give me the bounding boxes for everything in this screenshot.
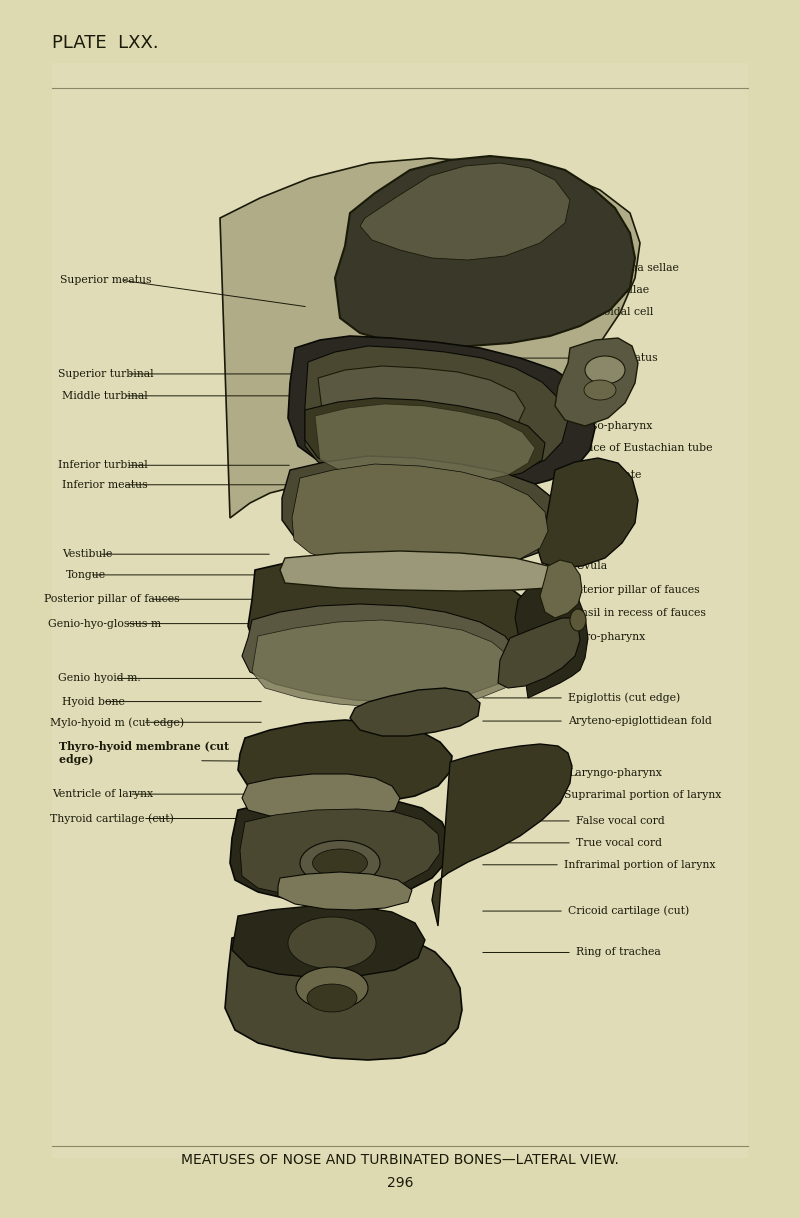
- Text: Oro-pharynx: Oro-pharynx: [576, 632, 646, 642]
- Text: False vocal cord: False vocal cord: [576, 816, 665, 826]
- Polygon shape: [278, 872, 412, 910]
- Text: Superior turbinal: Superior turbinal: [58, 369, 154, 379]
- Polygon shape: [282, 456, 562, 570]
- Bar: [52, 63, 748, 1158]
- Polygon shape: [242, 604, 518, 702]
- Polygon shape: [498, 618, 580, 688]
- Text: Mylo-hyoid m (cut edge): Mylo-hyoid m (cut edge): [50, 717, 184, 727]
- Polygon shape: [538, 458, 638, 568]
- Polygon shape: [225, 928, 462, 1060]
- Polygon shape: [335, 156, 635, 348]
- Polygon shape: [555, 339, 638, 426]
- Polygon shape: [288, 336, 595, 495]
- Polygon shape: [432, 744, 572, 926]
- Text: Inferior turbinal: Inferior turbinal: [58, 460, 147, 470]
- Ellipse shape: [300, 840, 380, 885]
- Text: Thyroid cartilage (cut): Thyroid cartilage (cut): [50, 814, 174, 823]
- Ellipse shape: [585, 356, 625, 384]
- Text: Spenoidal cell: Spenoidal cell: [576, 307, 654, 317]
- Text: Hyoid bone: Hyoid bone: [62, 697, 126, 706]
- Text: Middle turbinal: Middle turbinal: [62, 391, 148, 401]
- Text: Cricoid cartilage (cut): Cricoid cartilage (cut): [568, 906, 690, 916]
- Text: Cavum sellae: Cavum sellae: [576, 285, 649, 295]
- Polygon shape: [318, 365, 525, 442]
- Text: Tonsil in recess of fauces: Tonsil in recess of fauces: [568, 608, 706, 618]
- Text: Posterior pillar of fauces: Posterior pillar of fauces: [44, 594, 180, 604]
- Polygon shape: [230, 797, 450, 903]
- Text: True vocal cord: True vocal cord: [576, 838, 662, 848]
- Text: Thyro-hyoid membrane (cut
    edge): Thyro-hyoid membrane (cut edge): [44, 741, 229, 765]
- Polygon shape: [232, 906, 425, 978]
- Text: PLATE  LXX.: PLATE LXX.: [52, 34, 158, 52]
- Text: Ring of trachea: Ring of trachea: [576, 948, 661, 957]
- Text: Uvula: Uvula: [576, 561, 608, 571]
- Polygon shape: [305, 346, 568, 484]
- Polygon shape: [292, 464, 548, 572]
- Text: Hard palate: Hard palate: [576, 470, 642, 480]
- Text: Laryngo-pharynx: Laryngo-pharynx: [568, 769, 662, 778]
- Text: Inferior meatus: Inferior meatus: [62, 480, 148, 490]
- Polygon shape: [248, 558, 538, 674]
- Text: Orifice of Eustachian tube: Orifice of Eustachian tube: [568, 443, 713, 453]
- Text: Middle meatus: Middle meatus: [576, 353, 658, 363]
- Ellipse shape: [307, 984, 357, 1012]
- Text: Diaphragma sellae: Diaphragma sellae: [576, 263, 679, 273]
- Text: Genio hyoid m.: Genio hyoid m.: [58, 674, 140, 683]
- Text: Superior meatus: Superior meatus: [60, 275, 151, 285]
- Text: Infrarimal portion of larynx: Infrarimal portion of larynx: [564, 860, 715, 870]
- Text: Soft palate: Soft palate: [576, 492, 636, 502]
- Ellipse shape: [570, 609, 586, 631]
- Polygon shape: [280, 551, 555, 591]
- Text: Ventricle of larynx: Ventricle of larynx: [52, 789, 153, 799]
- Ellipse shape: [313, 849, 367, 877]
- Text: Anterior pillar of fauces: Anterior pillar of fauces: [568, 585, 700, 594]
- Text: Aryteno-epiglottidean fold: Aryteno-epiglottidean fold: [568, 716, 712, 726]
- Ellipse shape: [584, 380, 616, 400]
- Text: Tongue: Tongue: [66, 570, 106, 580]
- Text: MEATUSES OF NOSE AND TURBINATED BONES—LATERAL VIEW.: MEATUSES OF NOSE AND TURBINATED BONES—LA…: [181, 1153, 619, 1167]
- Polygon shape: [515, 580, 588, 698]
- Text: Vestibule: Vestibule: [62, 549, 113, 559]
- Polygon shape: [238, 720, 452, 806]
- Polygon shape: [540, 560, 582, 618]
- Polygon shape: [350, 688, 480, 736]
- Polygon shape: [240, 809, 440, 896]
- Polygon shape: [220, 158, 640, 518]
- Polygon shape: [242, 773, 400, 818]
- Ellipse shape: [296, 967, 368, 1009]
- Text: Naso-pharynx: Naso-pharynx: [576, 421, 652, 431]
- Text: Genio-hyo-glossus m: Genio-hyo-glossus m: [48, 619, 161, 628]
- Polygon shape: [252, 620, 515, 708]
- Polygon shape: [305, 398, 545, 484]
- Ellipse shape: [288, 917, 376, 970]
- Polygon shape: [360, 163, 570, 259]
- Text: Epiglottis (cut edge): Epiglottis (cut edge): [568, 693, 680, 703]
- Polygon shape: [315, 404, 535, 486]
- Text: 296: 296: [386, 1177, 414, 1190]
- Text: Suprarimal portion of larynx: Suprarimal portion of larynx: [564, 790, 722, 800]
